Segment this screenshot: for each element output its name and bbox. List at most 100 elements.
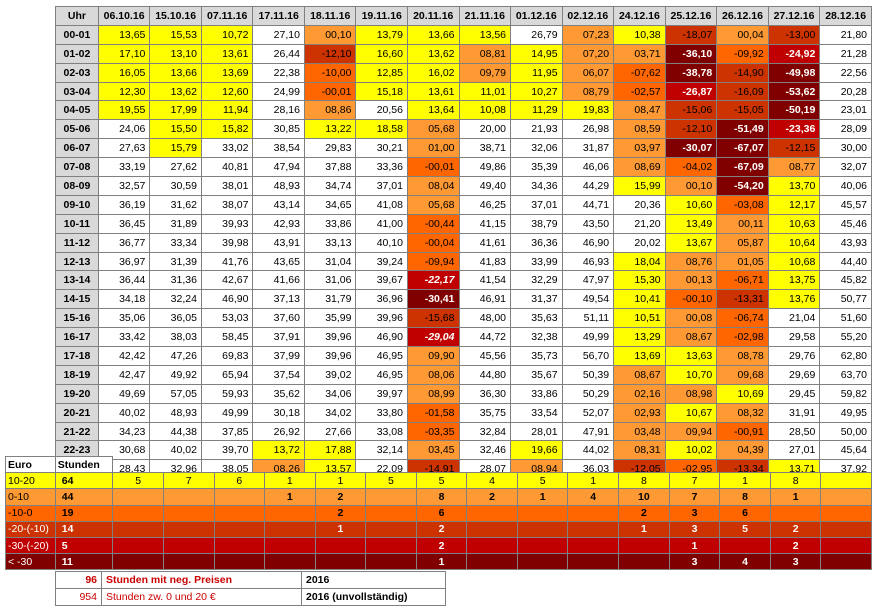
price-cell[interactable]: 30,68 [97,440,151,461]
range-label[interactable]: 0-10 [5,488,56,506]
price-cell[interactable]: 10,72 [200,24,254,45]
range-count[interactable]: 1 [618,520,670,538]
hour-label[interactable]: 01-02 [55,43,99,64]
price-cell[interactable]: 24,06 [97,119,151,140]
hour-label[interactable]: 11-12 [55,232,99,253]
price-cell[interactable]: 32,46 [458,440,512,461]
price-cell[interactable]: 30,18 [252,402,305,423]
price-cell[interactable]: 38,54 [252,138,305,159]
hour-label[interactable]: 03-04 [55,81,99,102]
date-header[interactable]: 21.11.16 [458,6,512,26]
price-cell[interactable]: 46,90 [200,289,254,310]
hour-label[interactable]: 22-23 [55,440,99,461]
price-cell[interactable]: 47,26 [149,346,202,366]
price-cell[interactable]: 11,95 [510,62,563,83]
hour-label[interactable]: 09-10 [55,194,99,215]
date-header[interactable]: 28.12.16 [819,6,872,26]
price-cell[interactable]: 31,37 [510,289,563,310]
price-cell[interactable]: 21,80 [819,24,872,45]
price-cell[interactable]: 29,83 [303,138,357,159]
price-cell[interactable]: 36,44 [97,270,151,291]
price-cell[interactable]: 20,56 [355,100,408,121]
price-cell[interactable]: 33,86 [510,383,563,404]
date-header[interactable]: 07.11.16 [200,6,254,26]
range-total[interactable]: 19 [54,504,114,522]
price-cell[interactable]: 48,00 [458,308,512,329]
range-count[interactable] [516,553,569,571]
range-count[interactable]: 6 [213,472,266,490]
price-cell[interactable]: 32,38 [510,327,563,348]
price-cell[interactable]: 13,22 [303,119,357,140]
price-cell[interactable]: -01,58 [406,402,460,423]
price-cell[interactable]: 21,93 [510,119,563,140]
price-cell[interactable]: 46,25 [458,194,512,215]
price-cell[interactable]: -16,09 [716,81,769,102]
price-cell[interactable]: 08,69 [613,157,666,178]
price-cell[interactable]: 09,79 [458,62,512,83]
price-cell[interactable]: -14,90 [716,62,769,83]
price-cell[interactable]: -12,10 [303,43,357,64]
price-cell[interactable]: 45,64 [819,440,872,461]
price-cell[interactable]: 45,82 [819,270,872,291]
price-cell[interactable]: 00,10 [664,176,718,196]
price-cell[interactable]: -00,01 [303,81,357,102]
price-cell[interactable]: 31,39 [149,251,202,272]
price-cell[interactable]: -00,91 [716,421,769,442]
date-header[interactable]: 24.12.16 [613,6,666,26]
price-cell[interactable]: 36,19 [97,194,151,215]
price-cell[interactable]: 39,96 [303,327,357,348]
price-cell[interactable]: 13,29 [613,327,666,348]
price-cell[interactable]: 43,65 [252,251,305,272]
price-cell[interactable]: 00,10 [303,24,357,45]
price-cell[interactable]: 44,80 [458,364,512,385]
price-cell[interactable]: 42,67 [200,270,254,291]
range-count[interactable]: 7 [668,472,721,490]
price-cell[interactable]: 09,90 [406,346,460,366]
price-cell[interactable]: 23,01 [819,100,872,121]
price-cell[interactable]: 49,99 [561,327,615,348]
price-cell[interactable]: 13,63 [664,346,718,366]
price-cell[interactable]: 03,48 [613,421,666,442]
price-cell[interactable]: 31,06 [303,270,357,291]
range-total[interactable]: 11 [54,553,114,571]
price-cell[interactable]: 37,01 [355,176,408,196]
price-cell[interactable]: 33,80 [355,402,408,423]
price-cell[interactable]: 47,97 [561,270,615,291]
range-count[interactable] [820,553,872,571]
price-cell[interactable]: 16,60 [355,43,408,64]
price-cell[interactable]: 32,24 [149,289,202,310]
price-cell[interactable]: 33,36 [355,157,408,178]
range-count[interactable]: 2 [314,488,367,506]
price-cell[interactable]: 15,18 [355,81,408,102]
range-count[interactable]: 2 [415,520,468,538]
price-cell[interactable]: 10,67 [664,402,718,423]
price-cell[interactable]: 33,02 [200,138,254,159]
price-cell[interactable]: 48,93 [252,176,305,196]
range-count[interactable] [365,536,417,555]
date-header[interactable]: 01.12.16 [510,6,563,26]
price-cell[interactable]: 01,05 [716,251,769,272]
hour-label[interactable]: 21-22 [55,421,99,442]
price-cell[interactable]: 32,29 [510,270,563,291]
price-cell[interactable]: -30,07 [664,138,718,159]
price-cell[interactable]: 13,56 [458,24,512,45]
price-cell[interactable]: 35,39 [510,157,563,178]
price-cell[interactable]: 19,83 [561,100,615,121]
price-cell[interactable]: 34,36 [510,176,563,196]
range-count[interactable]: 1 [668,536,721,555]
price-cell[interactable]: -07,62 [613,62,666,83]
range-count[interactable]: 1 [314,472,367,490]
price-cell[interactable]: 19,66 [510,440,563,461]
range-count[interactable]: 5 [415,472,468,490]
price-cell[interactable]: 34,23 [97,421,151,442]
price-cell[interactable]: 40,10 [355,232,408,253]
price-cell[interactable]: -26,87 [664,81,718,102]
price-cell[interactable]: -50,19 [767,100,821,121]
price-cell[interactable]: 44,38 [149,421,202,442]
price-cell[interactable]: -51,49 [716,119,769,140]
price-cell[interactable]: 07,23 [561,24,615,45]
price-cell[interactable]: -29,04 [406,327,460,348]
price-cell[interactable]: 27,63 [97,138,151,159]
price-cell[interactable]: 57,05 [149,383,202,404]
price-cell[interactable]: 37,01 [510,194,563,215]
